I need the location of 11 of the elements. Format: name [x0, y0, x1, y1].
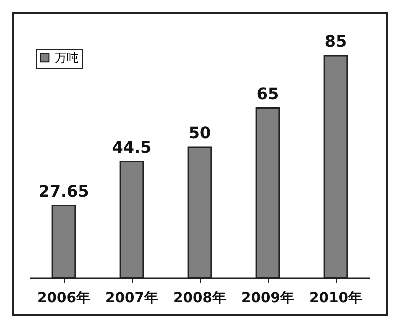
data-label: 65 [256, 84, 280, 104]
data-label: 50 [188, 123, 212, 142]
legend-label: 万吨 [55, 51, 79, 65]
data-label: 27.65 [38, 182, 90, 201]
x-tick-label: 2010年 [310, 290, 362, 306]
data-label: 44.5 [112, 138, 152, 157]
data-label: 85 [324, 32, 348, 52]
x-tick-label: 2008年 [174, 290, 226, 306]
x-tick-label: 2009年 [242, 290, 294, 306]
x-tick-label: 2006年 [38, 290, 90, 306]
x-tick-label: 2007年 [106, 290, 158, 306]
